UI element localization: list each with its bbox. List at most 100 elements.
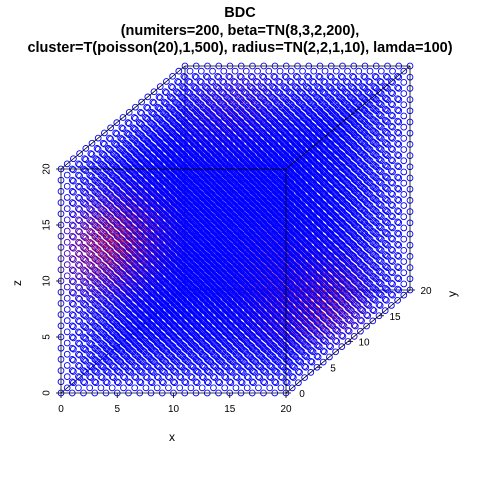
data-point — [63, 227, 71, 235]
data-point — [178, 104, 185, 112]
data-point — [97, 384, 105, 392]
data-point — [75, 350, 82, 358]
data-point — [70, 233, 77, 241]
data-point — [80, 367, 87, 374]
data-point — [86, 373, 94, 381]
data-point — [132, 115, 139, 122]
data-point — [76, 172, 83, 180]
data-point — [87, 307, 95, 314]
data-point — [154, 115, 162, 122]
data-point — [130, 125, 138, 133]
data-point — [143, 103, 151, 111]
data-point — [63, 272, 71, 280]
data-point — [91, 300, 99, 307]
data-point — [98, 251, 106, 258]
data-point — [103, 233, 111, 241]
data-point — [103, 177, 111, 185]
data-point — [75, 294, 82, 302]
data-point — [63, 317, 71, 325]
data-point — [163, 89, 170, 97]
data-point — [86, 171, 94, 179]
data-point — [75, 328, 82, 336]
data-point — [75, 238, 82, 246]
data-point — [103, 289, 111, 297]
data-point — [170, 120, 178, 127]
data-point — [70, 312, 77, 319]
data-point — [103, 188, 111, 196]
data-point — [137, 108, 144, 116]
data-point — [124, 130, 132, 138]
data-point — [109, 228, 117, 236]
data-point — [87, 273, 95, 281]
data-point — [129, 124, 137, 132]
data-point — [81, 289, 89, 297]
data-point — [97, 306, 105, 313]
data-point — [92, 334, 100, 342]
data-point — [98, 329, 106, 337]
data-point — [86, 160, 94, 168]
data-point — [97, 194, 105, 201]
data-point — [209, 67, 216, 75]
data-point — [103, 222, 111, 230]
data-point — [76, 340, 83, 348]
data-point — [121, 329, 128, 337]
data-point — [134, 129, 142, 137]
data-point — [113, 130, 121, 138]
data-point — [139, 145, 147, 153]
data-point — [203, 84, 210, 91]
data-point — [185, 89, 193, 97]
data-point — [76, 195, 83, 202]
data-point — [98, 307, 106, 314]
data-point — [76, 284, 83, 292]
data-point — [81, 334, 89, 342]
data-point — [104, 145, 112, 152]
data-point — [70, 177, 77, 185]
data-point — [146, 140, 153, 148]
data-point — [81, 368, 89, 375]
data-point — [68, 300, 76, 307]
data-point — [166, 93, 174, 101]
data-point — [103, 300, 111, 308]
data-point — [242, 67, 250, 75]
data-point — [76, 150, 83, 157]
data-point — [68, 255, 76, 262]
data-points — [57, 62, 414, 397]
data-point — [131, 384, 139, 392]
data-point — [98, 340, 106, 348]
data-point — [137, 120, 144, 127]
data-point — [116, 156, 123, 163]
data-point — [115, 256, 122, 263]
data-point — [93, 156, 101, 163]
data-point — [115, 356, 122, 364]
data-point — [98, 262, 106, 269]
data-point — [82, 145, 90, 152]
data-point — [180, 84, 188, 91]
data-point — [121, 172, 128, 180]
data-point — [117, 134, 125, 142]
data-point — [106, 145, 113, 153]
data-point — [63, 339, 71, 347]
data-point — [63, 171, 71, 179]
data-point — [104, 156, 112, 163]
data-point — [121, 150, 128, 157]
data-point — [70, 345, 77, 353]
data-point — [92, 166, 100, 174]
chart-title: BDC — [224, 5, 256, 21]
data-point — [119, 125, 127, 133]
data-point — [98, 195, 106, 202]
data-point — [98, 228, 106, 236]
data-point — [70, 379, 77, 387]
data-point — [81, 211, 89, 219]
data-point — [121, 318, 128, 325]
data-point — [123, 129, 131, 137]
data-point — [135, 130, 143, 138]
data-point — [70, 289, 77, 297]
data-point — [189, 93, 197, 101]
data-point — [161, 99, 169, 107]
data-point — [80, 344, 87, 352]
data-point — [75, 227, 82, 235]
data-point — [80, 311, 87, 318]
data-point — [186, 67, 194, 75]
data-point — [141, 124, 148, 132]
data-point — [109, 251, 117, 258]
